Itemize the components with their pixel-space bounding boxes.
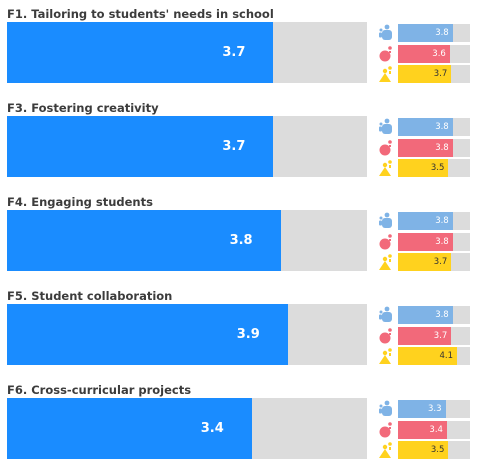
blue-figure-icon	[378, 400, 394, 418]
sub-bar: 3.7	[398, 65, 452, 83]
main-bar-track: 3.4	[7, 398, 367, 459]
sub-bar-track: 3.6	[398, 45, 470, 63]
yellow-figure-icon	[378, 441, 394, 459]
factor-title: F4. Engaging students	[7, 195, 153, 209]
sub-bar-value: 3.7	[433, 69, 448, 79]
sub-bar-track: 3.5	[398, 441, 470, 459]
sub-bar-track: 3.8	[398, 139, 470, 157]
sub-bar: 3.8	[398, 233, 453, 251]
yellow-figure-icon	[378, 253, 394, 271]
sub-bar-value: 3.7	[433, 257, 448, 267]
main-bar-value: 3.4	[200, 421, 224, 436]
sub-bar-value: 3.7	[433, 331, 448, 341]
yellow-figure-icon	[378, 159, 394, 177]
sub-bar-track: 3.8	[398, 24, 470, 42]
sub-bar-value: 3.5	[430, 445, 445, 455]
main-bar: 3.9	[7, 304, 288, 365]
sub-bar-value: 3.8	[435, 310, 449, 320]
sub-bar: 3.5	[398, 159, 449, 177]
sub-bar: 3.8	[398, 24, 453, 42]
main-bar-track: 3.8	[7, 210, 367, 271]
main-bar-value: 3.7	[222, 139, 246, 154]
main-bar: 3.7	[7, 116, 274, 177]
main-bar-value: 3.9	[236, 327, 260, 342]
factor-block: F5. Student collaboration 3.9 3.8 3.7 4.1	[0, 289, 478, 377]
sub-bar: 4.1	[398, 347, 458, 365]
sub-bar-value: 3.4	[429, 425, 443, 435]
sub-bar-value: 3.8	[435, 143, 449, 153]
sub-bar-value: 3.8	[435, 122, 449, 132]
sub-bar: 3.5	[398, 441, 449, 459]
sub-bar-track: 3.8	[398, 212, 470, 230]
sub-bar-value: 3.8	[435, 28, 449, 38]
pink-figure-icon	[378, 233, 394, 251]
sub-bar-track: 3.7	[398, 253, 470, 271]
blue-figure-icon	[378, 118, 394, 136]
sub-bar-track: 3.3	[398, 400, 470, 418]
sub-bar: 3.7	[398, 253, 452, 271]
pink-figure-icon	[378, 45, 394, 63]
sub-bar: 3.8	[398, 306, 453, 324]
sub-bar-track: 3.8	[398, 118, 470, 136]
factor-block: F6. Cross-curricular projects 3.4 3.3 3.4 3.…	[0, 383, 478, 471]
sub-bar: 3.8	[398, 118, 453, 136]
main-bar-value: 3.8	[229, 233, 253, 248]
main-bar-track: 3.9	[7, 304, 367, 365]
sub-bar-track: 3.5	[398, 159, 470, 177]
main-bar: 3.4	[7, 398, 252, 459]
main-bar-track: 3.7	[7, 116, 367, 177]
sub-bar-value: 3.5	[430, 163, 445, 173]
main-bar-track: 3.7	[7, 22, 367, 83]
sub-bar-value: 4.1	[439, 351, 454, 361]
sub-bar: 3.4	[398, 421, 447, 439]
sub-bar-value: 3.8	[435, 216, 449, 226]
sub-bar-value: 3.8	[435, 237, 449, 247]
sub-bar-track: 3.7	[398, 327, 470, 345]
sub-bar-track: 3.7	[398, 65, 470, 83]
sub-bar: 3.6	[398, 45, 450, 63]
factor-block: F4. Engaging students 3.8 3.8 3.8 3.7	[0, 195, 478, 283]
yellow-figure-icon	[378, 347, 394, 365]
sub-bar-track: 3.8	[398, 306, 470, 324]
sub-bar-track: 4.1	[398, 347, 470, 365]
sub-bar: 3.3	[398, 400, 446, 418]
factor-block: F3. Fostering creativity 3.7 3.8 3.8 3.5	[0, 101, 478, 189]
main-bar: 3.7	[7, 22, 274, 83]
sub-bar: 3.8	[398, 139, 453, 157]
yellow-figure-icon	[378, 65, 394, 83]
sub-bar-track: 3.8	[398, 233, 470, 251]
sub-bar-value: 3.6	[432, 49, 446, 59]
pink-figure-icon	[378, 139, 394, 157]
blue-figure-icon	[378, 212, 394, 230]
pink-figure-icon	[378, 421, 394, 439]
sub-bar-value: 3.3	[427, 404, 442, 414]
factor-title: F5. Student collaboration	[7, 289, 173, 303]
factor-title: F1. Tailoring to students' needs in scho…	[7, 7, 274, 21]
sub-bar-track: 3.4	[398, 421, 470, 439]
blue-figure-icon	[378, 306, 394, 324]
pink-figure-icon	[378, 327, 394, 345]
sub-bar: 3.7	[398, 327, 452, 345]
main-bar: 3.8	[7, 210, 281, 271]
sub-bar: 3.8	[398, 212, 453, 230]
factor-title: F6. Cross-curricular projects	[7, 383, 192, 397]
main-bar-value: 3.7	[222, 45, 246, 60]
factor-title: F3. Fostering creativity	[7, 101, 159, 115]
blue-figure-icon	[378, 24, 394, 42]
factor-block: F1. Tailoring to students' needs in scho…	[0, 7, 478, 95]
